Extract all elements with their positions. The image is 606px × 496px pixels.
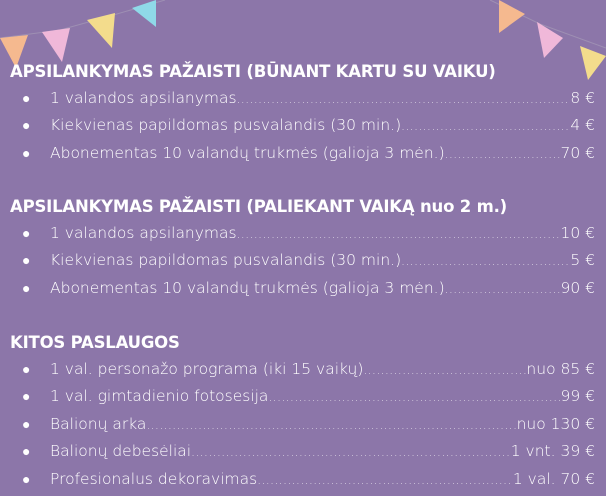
item-label: Balionų arka [50,414,147,433]
item-price: nuo 85 € [526,360,595,378]
list-item: ● Kiekvienas papildomas pusvalandis (30 m… [10,112,595,139]
dot-leader [445,276,561,303]
list-item: ● Abonementas 10 valandų trukmės (galioja… [10,140,595,167]
flag-cyan [132,0,156,27]
item-price: 99 € [560,387,595,406]
section-with-parent: APSILANKYMAS PAŽAISTI (BŪNANT KARTU SU V… [10,59,600,167]
item-price: 90 € [560,278,595,297]
item-price: nuo 130 € [516,414,595,433]
bullet-icon: ● [22,118,31,135]
item-price: 8 € [570,89,595,107]
bullet-icon: ● [22,280,31,297]
price-list: ● 1 valandos apsilanymas 10 € ● Kiekvienas … [10,220,600,302]
dot-leader [363,357,526,384]
list-item: ● 1 valandos apsilanymas 10 € [10,220,595,247]
bullet-icon: ● [22,91,31,107]
item-price: 4 € [570,116,595,135]
bunting-decoration [0,0,606,80]
flag-orange-right [499,0,525,33]
list-item: ● 1 valandos apsilanymas 8 € [10,85,595,112]
price-list: ● 1 val. personažo programa (iki 15 vaikų… [10,356,600,493]
bullet-icon: ● [22,416,31,433]
item-price: 1 vnt. 39 € [510,442,595,461]
bullet-icon: ● [22,253,31,270]
item-price: 70 € [560,143,595,162]
list-item: ● Kiekvienas papildomas pusvalandis (30 m… [10,247,595,274]
item-label: Profesionalus dekoravimas [50,469,258,488]
dot-leader [257,467,513,494]
item-label: Abonementas 10 valandų trukmės (galioja … [50,278,445,297]
price-list: ● 1 valandos apsilanymas 8 € ● Kiekvienas p… [10,85,600,167]
dot-leader [237,86,571,113]
flag-pink-right [537,22,563,58]
flag-pink [42,28,70,62]
item-price: 5 € [570,251,595,270]
dot-leader [237,221,561,248]
item-label: 1 val. personažo programa (iki 15 vaikų) [50,360,364,378]
list-item: ● Abonementas 10 valandų trukmės (galioja… [10,275,595,302]
dot-leader [268,384,560,411]
item-price: 1 val. 70 € [512,469,595,488]
flag-yellow-right [580,46,606,80]
list-item: ● 1 val. gimtadienio fotosesija 99 € [10,383,595,410]
bullet-icon: ● [22,145,31,162]
item-label: Kiekvienas papildomas pusvalandis (30 mi… [50,116,402,135]
dot-leader [401,113,570,140]
list-item: ● 1 val. personažo programa (iki 15 vaikų… [10,356,595,383]
section-leave-child: APSILANKYMAS PAŽAISTI (PALIEKANT VAIKĄ n… [10,194,600,302]
item-label: 1 valandos apsilanymas [50,89,237,107]
bullet-icon: ● [22,226,31,242]
bullet-icon: ● [22,471,31,488]
dot-leader [401,248,570,275]
item-label: 1 valandos apsilanymas [50,224,237,242]
item-label: Kiekvienas papildomas pusvalandis (30 mi… [50,251,402,270]
section-title: KITOS PASLAUGOS [10,333,180,352]
list-item: ● Balionų arka nuo 130 € [10,411,595,438]
dot-leader [445,141,561,168]
list-item: ● Profesionalus dekoravimas 1 val. 70 € [10,466,595,493]
list-item: ● Balionų debesėliai 1 vnt. 39 € [10,438,595,465]
flag-orange [0,35,28,68]
section-other-services: KITOS PASLAUGOS ● 1 val. personažo progra… [10,330,600,493]
dot-leader [191,439,511,466]
bullet-icon: ● [22,444,31,461]
item-label: 1 val. gimtadienio fotosesija [50,387,269,406]
section-title: APSILANKYMAS PAŽAISTI (BŪNANT KARTU SU V… [10,62,496,81]
item-label: Balionų debesėliai [50,442,192,461]
bullet-icon: ● [22,389,31,406]
item-label: Abonementas 10 valandų trukmės (galioja … [50,143,445,162]
dot-leader [146,412,516,439]
flag-yellow [87,13,115,48]
bullet-icon: ● [22,362,31,378]
section-title: APSILANKYMAS PAŽAISTI (PALIEKANT VAIKĄ n… [10,197,508,216]
item-price: 10 € [560,224,595,242]
